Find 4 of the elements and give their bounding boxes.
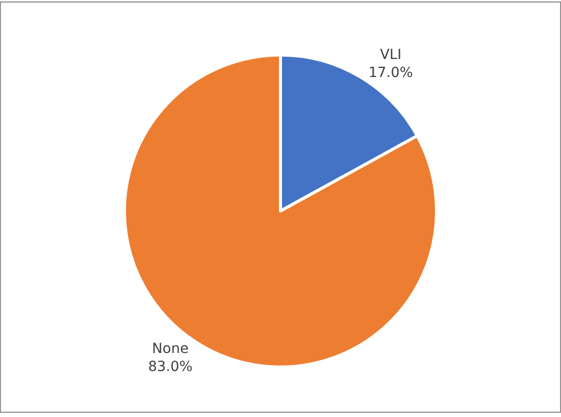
slice-label: None [152, 340, 189, 357]
data-label: 83.0% [148, 359, 193, 376]
slice-label: VLI [380, 46, 402, 63]
data-label: 17.0% [368, 65, 413, 82]
